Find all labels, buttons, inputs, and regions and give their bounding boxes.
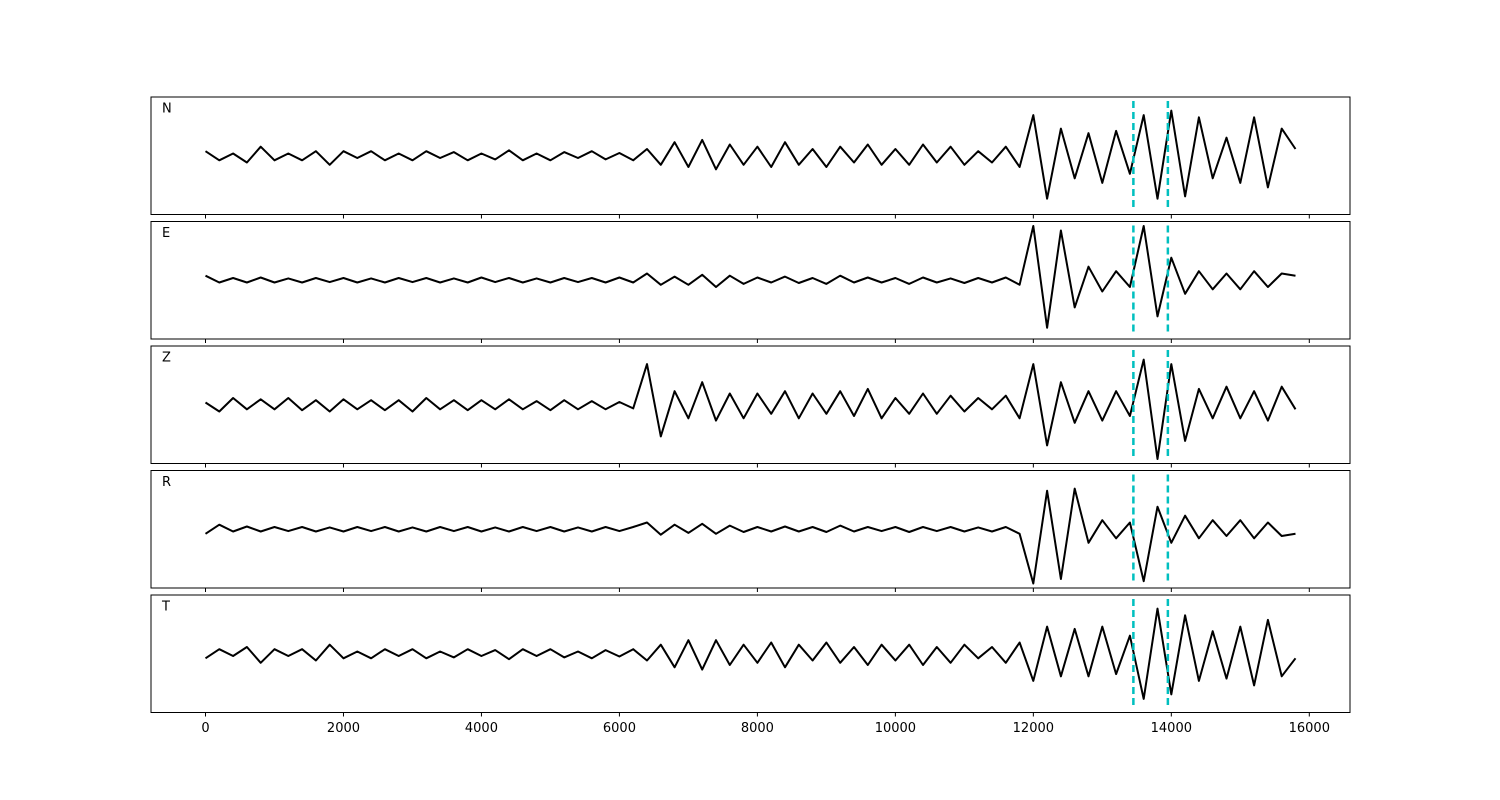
trace bbox=[204, 487, 1296, 585]
x-tick-label: 4000 bbox=[465, 721, 498, 736]
x-tick-label: 0 bbox=[201, 721, 209, 736]
x-tick-label: 12000 bbox=[1013, 721, 1054, 736]
panel-label: Z bbox=[162, 351, 171, 366]
panel-frame bbox=[150, 345, 1351, 464]
panel-frame bbox=[150, 470, 1351, 589]
panel-frame bbox=[150, 96, 1351, 215]
x-tick-label: 16000 bbox=[1289, 721, 1330, 736]
trace bbox=[205, 225, 1296, 329]
trace bbox=[204, 607, 1297, 700]
trace bbox=[204, 358, 1297, 460]
panel-label: E bbox=[162, 226, 170, 241]
x-tick-label: 2000 bbox=[327, 721, 360, 736]
panel-frame bbox=[150, 594, 1351, 713]
panel-frame bbox=[150, 221, 1351, 340]
panel-label: N bbox=[162, 102, 172, 117]
x-tick-label: 8000 bbox=[741, 721, 774, 736]
x-tick-label: 14000 bbox=[1151, 721, 1192, 736]
trace bbox=[204, 109, 1297, 200]
x-tick-label: 6000 bbox=[603, 721, 636, 736]
x-tick-label: 10000 bbox=[875, 721, 916, 736]
panel-label: T bbox=[161, 600, 170, 615]
panel-label: R bbox=[162, 475, 171, 490]
